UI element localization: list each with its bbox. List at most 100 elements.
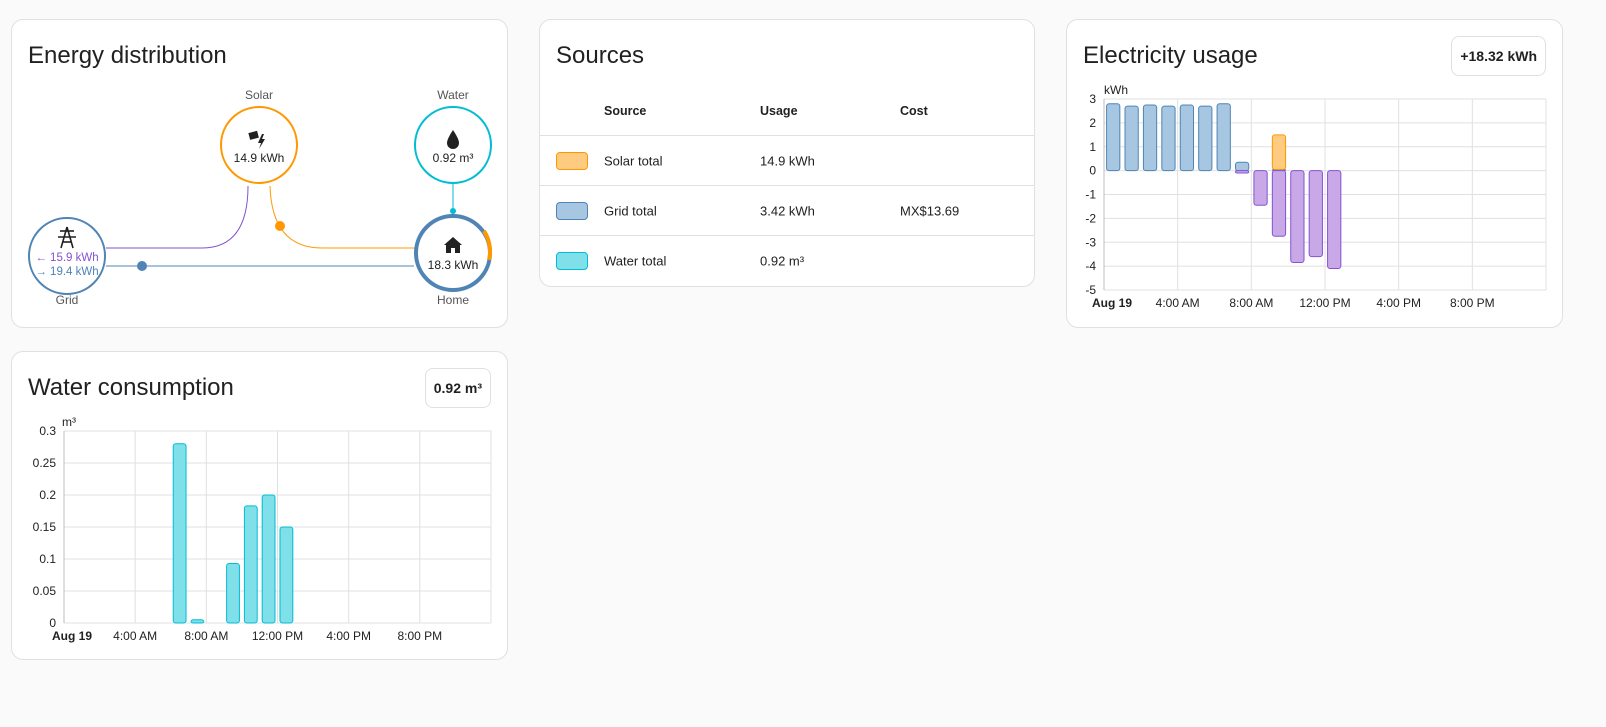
y-tick-label: 0 (1089, 164, 1096, 178)
return-bar (1271, 170, 1287, 237)
header-cost: Cost (900, 103, 928, 118)
grid-bar (1198, 105, 1213, 172)
solar-power-icon (248, 130, 265, 149)
home-icon (444, 237, 462, 253)
x-tick-label: 8:00 AM (184, 629, 228, 643)
x-tick-label: 8:00 AM (1229, 296, 1273, 310)
home-node[interactable] (414, 214, 492, 292)
y-tick-label: 1 (1089, 140, 1096, 154)
grid-flow-dot (137, 261, 147, 271)
return-bar (1327, 170, 1342, 270)
water-consumption-card: Water consumption 0.92 m³ m³ 0.3 0.25 0.2 0… (11, 351, 508, 660)
y-tick-label: 3 (1089, 92, 1096, 106)
solar-to-home-line (269, 185, 415, 249)
grid-bar (1161, 105, 1176, 172)
energy-distribution-card: Energy distribution Solar 14.9 kWh Water… (11, 19, 508, 328)
header-source: Source (604, 103, 647, 118)
row-source: Water total (604, 253, 667, 269)
electricity-usage-card: Electricity usage +18.32 kWh kWh 3 2 1 0 -1 -… (1066, 19, 1563, 328)
water-bar (172, 443, 187, 624)
y-tick-label: -4 (1085, 259, 1096, 273)
x-tick-label: 12:00 PM (252, 629, 303, 643)
header-usage: Usage (760, 103, 798, 118)
grid-color-swatch (556, 201, 588, 220)
y-tick-label: -3 (1085, 235, 1096, 249)
water-color-swatch (556, 252, 588, 270)
y-tick-label: 0.2 (39, 488, 56, 502)
table-row[interactable]: Water total 0.92 m³ (540, 236, 1034, 286)
grid-bar (1216, 103, 1231, 172)
x-tick-label: 4:00 AM (113, 629, 157, 643)
grid-bar (1106, 103, 1121, 172)
table-row[interactable]: Solar total 14.9 kWh (540, 136, 1034, 186)
x-tick-label: 8:00 PM (1450, 296, 1495, 310)
grid-bar (1124, 105, 1139, 172)
electricity-total-badge: +18.32 kWh (1451, 36, 1546, 76)
water-y-unit: m³ (62, 415, 76, 429)
grid-returned-value: → 19.4 kWh (35, 266, 98, 278)
solar-label: Solar (245, 88, 273, 102)
energy-flow-diagram: Solar 14.9 kWh Water 0.92 m³ ← 15.9 kWh … (28, 88, 493, 307)
grid-node[interactable] (28, 217, 106, 295)
grid-label: Grid (56, 293, 79, 307)
y-tick-label: 0.3 (39, 424, 56, 438)
grid-bar (1234, 161, 1250, 172)
grid-consumed-value: ← 15.9 kWh (35, 252, 98, 264)
water-drop-icon (447, 130, 459, 149)
row-source: Solar total (604, 153, 663, 168)
electricity-usage-title: Electricity usage (1083, 42, 1258, 69)
row-source: Grid total (604, 203, 657, 218)
water-bar (261, 494, 276, 624)
y-tick-label: -2 (1085, 211, 1096, 225)
water-value: 0.92 m³ (433, 151, 474, 165)
x-tick-label: 4:00 PM (326, 629, 371, 643)
solar-node[interactable] (220, 106, 298, 184)
y-tick-label: -1 (1085, 188, 1096, 202)
x-tick-label: 4:00 AM (1156, 296, 1200, 310)
y-tick-label: 0.1 (39, 552, 56, 566)
y-tick-label: 0.15 (33, 520, 57, 534)
x-tick-label: 8:00 PM (397, 629, 442, 643)
water-total-badge: 0.92 m³ (424, 368, 491, 408)
y-tick-label: -5 (1085, 283, 1096, 297)
home-label: Home (437, 293, 469, 307)
return-bar (1308, 170, 1323, 258)
x-tick-label: Aug 19 (52, 629, 92, 643)
row-usage: 3.42 kWh (760, 203, 815, 218)
row-usage: 0.92 m³ (760, 253, 805, 269)
water-consumption-title: Water consumption (28, 374, 234, 401)
water-label: Water (437, 88, 469, 102)
solar-value: 14.9 kWh (234, 151, 285, 165)
transmission-tower-icon (58, 226, 76, 249)
solar-flow-dot (275, 221, 285, 231)
sources-title: Sources (556, 42, 645, 69)
y-tick-label: 0.05 (33, 584, 57, 598)
water-bar (190, 619, 205, 624)
x-tick-label: Aug 19 (1092, 296, 1132, 310)
grid-bar (1179, 104, 1195, 172)
y-tick-label: 0 (49, 616, 56, 630)
x-tick-label: 4:00 PM (1376, 296, 1421, 310)
water-bar (243, 505, 258, 624)
table-row[interactable]: Grid total 3.42 kWh MX$13.69 (540, 186, 1034, 236)
return-bar (1253, 170, 1268, 206)
return-bar (1234, 170, 1250, 174)
x-tick-label: 12:00 PM (1299, 296, 1350, 310)
energy-distribution-title: Energy distribution (28, 42, 227, 69)
elec-y-unit: kWh (1104, 83, 1128, 97)
solar-bar (1271, 134, 1287, 170)
grid-bar (1142, 104, 1158, 172)
water-bar (279, 526, 294, 624)
return-bar (1290, 170, 1305, 264)
grid-to-solar-line (106, 185, 249, 249)
sources-table-header: Source Usage Cost (540, 86, 1034, 136)
sources-card: Sources Source Usage Cost Solar total 14… (539, 19, 1035, 287)
row-usage: 14.9 kWh (760, 153, 815, 168)
water-flow-dot (450, 208, 456, 214)
home-value: 18.3 kWh (428, 258, 479, 272)
solar-color-swatch (556, 151, 588, 170)
y-tick-label: 2 (1089, 116, 1096, 130)
home-solar-segment (482, 229, 493, 261)
